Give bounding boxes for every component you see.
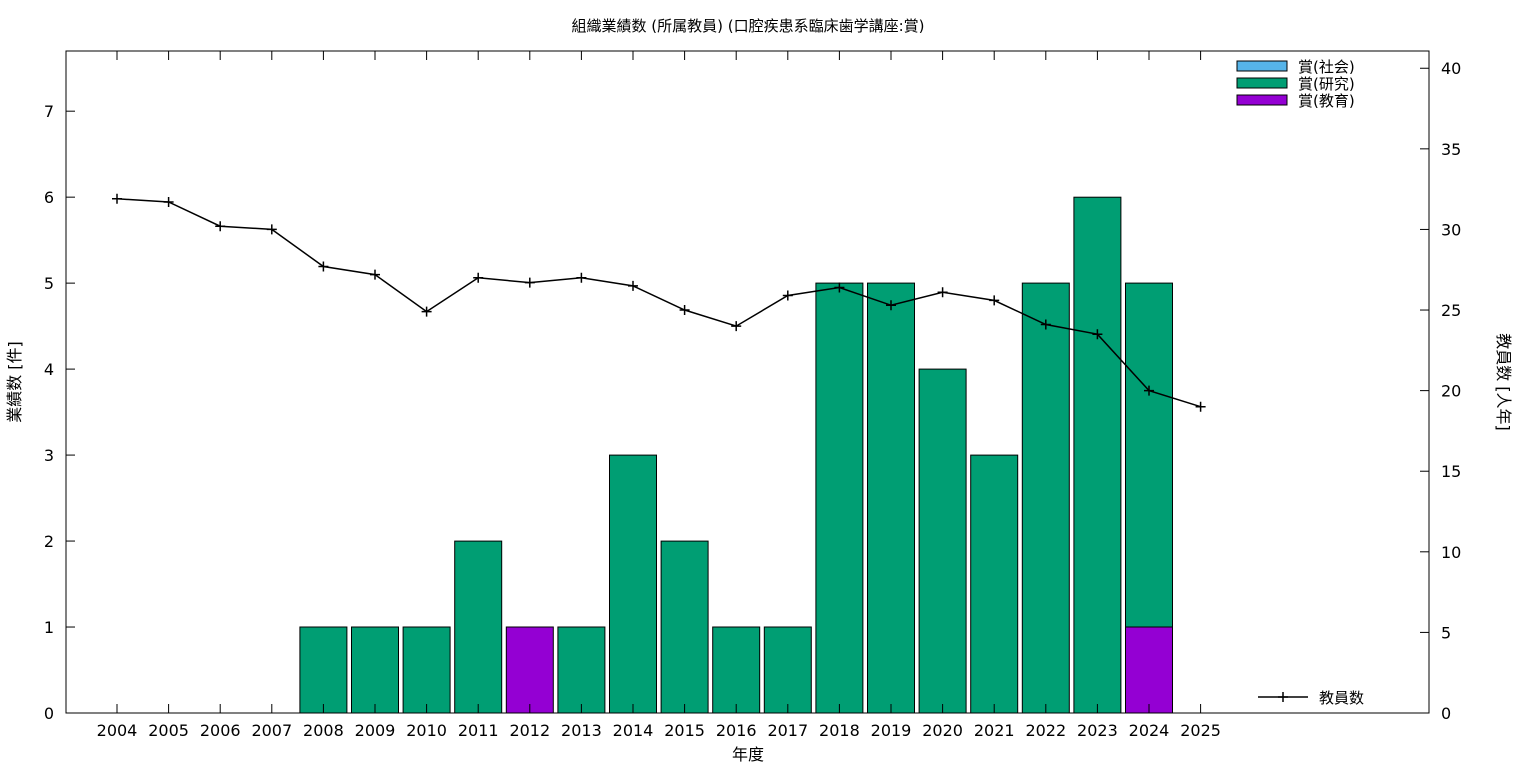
bar-2024-1 [1125, 282, 1173, 628]
bar-2009-1 [351, 626, 399, 714]
line-point-2013 [576, 272, 587, 283]
x-axis-label: 年度 [732, 745, 764, 764]
x-tick-label: 2015 [664, 721, 705, 740]
y-tick-label: 4 [44, 360, 54, 379]
x-tick-label: 2019 [871, 721, 912, 740]
bar-2011-1 [454, 540, 503, 714]
bar-2016-1 [712, 626, 761, 714]
legend-line-marker [1278, 692, 1288, 702]
x-tick-label: 2006 [200, 721, 241, 740]
bar-2020-1 [918, 368, 967, 714]
x-tick-label: 2010 [406, 721, 447, 740]
bar-2023-1 [1073, 196, 1122, 714]
bar-2008-1 [299, 626, 348, 714]
y2-tick-label: 10 [1441, 543, 1461, 562]
y2-tick-label: 35 [1441, 140, 1461, 159]
line-point-2011 [473, 272, 484, 283]
bar-2012-2 [505, 626, 554, 714]
x-tick-label: 2013 [561, 721, 602, 740]
legend-label: 賞(教育) [1298, 92, 1355, 110]
line-point-2022 [1040, 319, 1051, 330]
y-tick-label: 7 [44, 102, 54, 121]
y-tick-label: 0 [44, 704, 54, 723]
x-tick-label: 2008 [303, 721, 344, 740]
y-tick-label: 3 [44, 446, 54, 465]
line-point-2021 [989, 295, 1000, 306]
line-point-2007 [266, 224, 277, 235]
y2-tick-label: 30 [1441, 220, 1461, 239]
x-tick-label: 2025 [1180, 721, 1221, 740]
x-tick-label: 2018 [819, 721, 860, 740]
legend-swatch [1236, 94, 1288, 106]
bar-2010-1 [402, 626, 451, 714]
y2-axis-label: 教員数 [人年] [1494, 333, 1513, 431]
plot-frame [65, 50, 1430, 714]
line-point-2006 [215, 221, 226, 232]
y2-tick-label: 5 [1441, 623, 1451, 642]
line-point-2025 [1195, 401, 1206, 412]
x-tick-label: 2021 [974, 721, 1015, 740]
x-tick-label: 2016 [716, 721, 757, 740]
x-tick-label: 2024 [1129, 721, 1170, 740]
bar-2014-1 [609, 454, 657, 714]
x-tick-label: 2017 [767, 721, 808, 740]
legend-label: 賞(社会) [1298, 58, 1355, 76]
legend: 賞(社会)賞(研究)賞(教育) 教員数 [1236, 58, 1364, 707]
y-tick-label: 6 [44, 188, 54, 207]
line-point-2008 [318, 261, 329, 272]
x-tick-label: 2020 [922, 721, 963, 740]
line-faculty-count [116, 198, 1201, 408]
line-layer [112, 193, 1206, 412]
legend-swatch [1236, 77, 1288, 89]
line-point-2023 [1092, 329, 1103, 340]
bar-2019-1 [867, 282, 915, 714]
y-tick-label: 5 [44, 274, 54, 293]
line-point-2012 [524, 277, 535, 288]
line-point-2009 [370, 269, 380, 280]
bar-2018-1 [815, 282, 864, 714]
legend-swatch [1236, 60, 1288, 72]
y-axis-label: 業績数 [件] [5, 341, 24, 423]
x-tick-label: 2011 [458, 721, 499, 740]
y2-tick-label: 0 [1441, 704, 1451, 723]
line-point-2017 [782, 290, 793, 301]
line-point-2019 [886, 300, 896, 311]
bar-2015-1 [660, 540, 709, 714]
x-tick-label: 2023 [1077, 721, 1118, 740]
bars-layer [299, 196, 1173, 714]
line-point-2018 [834, 282, 845, 293]
y2-tick-label: 25 [1441, 301, 1461, 320]
x-tick-label: 2022 [1025, 721, 1066, 740]
line-point-2005 [163, 197, 174, 208]
bar-2013-1 [557, 626, 606, 714]
bar-2022-1 [1021, 282, 1070, 714]
line-point-2004 [112, 193, 122, 204]
line-point-2020 [937, 287, 948, 298]
x-tick-label: 2009 [355, 721, 396, 740]
x-tick-label: 2007 [251, 721, 292, 740]
chart-title: 組織業績数 (所属教員) (口腔疾患系臨床歯学講座:賞) [571, 17, 924, 35]
y2-tick-label: 40 [1441, 59, 1461, 78]
y2-tick-label: 20 [1441, 382, 1461, 401]
y2-tick-label: 15 [1441, 462, 1461, 481]
line-point-2010 [421, 306, 432, 317]
x-tick-label: 2005 [148, 721, 189, 740]
x-tick-label: 2012 [509, 721, 550, 740]
bar-2017-1 [763, 626, 812, 714]
line-point-2016 [731, 321, 742, 332]
y-tick-label: 1 [44, 618, 54, 637]
line-point-2014 [628, 280, 638, 291]
legend-line-label: 教員数 [1319, 689, 1364, 707]
line-point-2024 [1144, 385, 1154, 396]
x-tick-label: 2014 [613, 721, 654, 740]
x-tick-label: 2004 [97, 721, 138, 740]
legend-label: 賞(研究) [1298, 75, 1355, 93]
y-tick-label: 2 [44, 532, 54, 551]
bar-2024-2 [1125, 626, 1173, 714]
line-point-2015 [679, 305, 690, 316]
bar-2021-1 [970, 454, 1019, 714]
